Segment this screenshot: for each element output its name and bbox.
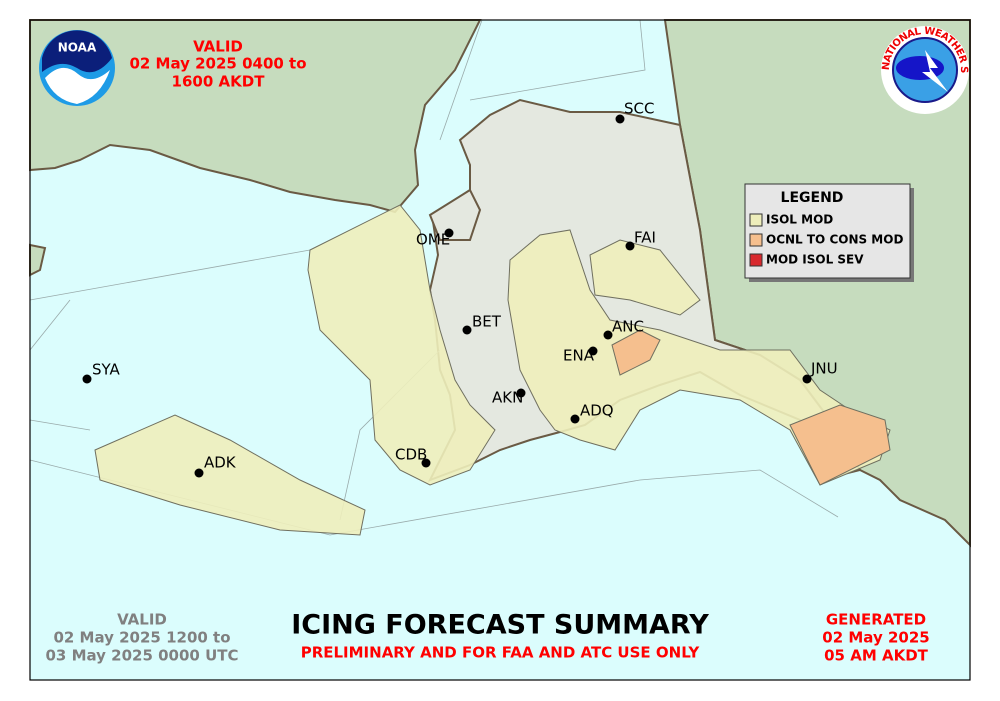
legend-title: LEGEND [781, 190, 844, 206]
valid-utc-line: 03 May 2025 0000 UTC [45, 647, 238, 665]
station-dot [82, 374, 92, 384]
legend-swatch [749, 233, 763, 247]
station-label: ANC [612, 318, 644, 336]
valid-local-line: 02 May 2025 0400 to [129, 55, 306, 73]
station-dot [421, 458, 431, 468]
station-dot [462, 325, 472, 335]
station-label: FAI [634, 229, 656, 247]
generated-line: 02 May 2025 [822, 629, 929, 647]
valid-local-label: VALID [193, 38, 243, 56]
station-dot [603, 330, 613, 340]
legend-swatch [749, 213, 763, 227]
subtitle: PRELIMINARY AND FOR FAA AND ATC USE ONLY [301, 644, 701, 662]
noaa-wave [45, 67, 110, 104]
station-label: AKN [492, 389, 523, 407]
station-label: JNU [810, 360, 838, 378]
station-dot [625, 241, 635, 251]
generated-line: 05 AM AKDT [824, 647, 929, 665]
station-label: CDB [395, 446, 427, 464]
legend-label: MOD ISOL SEV [766, 253, 864, 267]
icing-area [789, 404, 891, 486]
noaa-logo: NOAA [39, 30, 115, 106]
station-label: ENA [563, 347, 595, 365]
station-label: ADQ [580, 402, 614, 420]
map-frame [29, 19, 971, 681]
station-dot [444, 228, 454, 238]
station-dot [615, 114, 625, 124]
valid-utc-line: 02 May 2025 1200 to [53, 629, 230, 647]
station-dot [588, 346, 598, 356]
seward-peninsula [428, 188, 482, 241]
legend-label: ISOL MOD [766, 213, 833, 227]
noaa-text: NOAA [58, 41, 97, 55]
legend: LEGEND ISOL MOD OCNL TO CONS MOD MOD ISOL … [744, 183, 914, 282]
nws-bolt [922, 50, 948, 92]
generated-label: GENERATED [826, 611, 926, 629]
station-label: BET [472, 313, 502, 331]
icing-area [94, 414, 366, 536]
legend-label: OCNL TO CONS MOD [766, 233, 903, 247]
station-dot [570, 414, 580, 424]
station-dot [194, 468, 204, 478]
legend-box [744, 183, 911, 279]
station-dot [516, 388, 526, 398]
valid-local-line: 1600 AKDT [172, 73, 266, 91]
map: SCC OME FAI BET ANC ENA JNU SYA AKN ADQ … [0, 0, 971, 680]
icing-area [611, 329, 661, 376]
noaa-bird [42, 30, 112, 73]
icing-area [589, 239, 701, 316]
station-label: SCC [624, 100, 654, 118]
russia [29, 19, 482, 214]
station-label: OME [416, 231, 450, 249]
station-label: ADK [204, 454, 237, 472]
icing-ocnl-mod [611, 329, 891, 486]
title: ICING FORECAST SUMMARY [291, 610, 709, 641]
legend-swatch [749, 253, 763, 267]
station-label: SYA [92, 361, 121, 379]
icing-isol-mod [94, 204, 891, 536]
icing-area [507, 229, 891, 486]
stations: SCC OME FAI BET ANC ENA JNU SYA AKN ADQ … [82, 100, 838, 478]
station-dot [802, 374, 812, 384]
valid-utc-label: VALID [117, 611, 167, 629]
icing-area [307, 204, 496, 486]
legend-items: ISOL MOD OCNL TO CONS MOD MOD ISOL SEV [749, 213, 903, 267]
